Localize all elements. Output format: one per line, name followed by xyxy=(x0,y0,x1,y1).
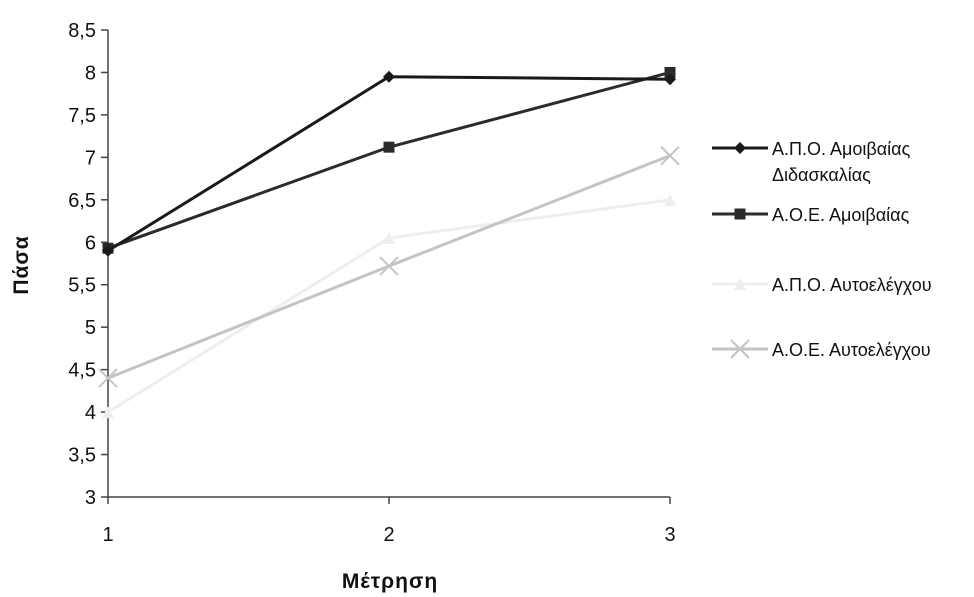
square-marker xyxy=(383,141,395,153)
axes: 3 3,5 4 4,5 5 5,5 6 6,5 7 7,5 8 8,5 1 2 3 xyxy=(68,20,675,546)
y-tick-label: 3 xyxy=(85,487,96,509)
legend-item-1: Α.Π.Ο. Αμοιβαίας Διδασκαλίας xyxy=(712,139,911,185)
triangle-marker xyxy=(383,232,395,245)
x-tick-label: 3 xyxy=(664,524,675,546)
triangle-marker xyxy=(734,278,746,290)
triangle-marker xyxy=(102,406,114,419)
y-tick-label: 5 xyxy=(85,317,96,339)
square-marker xyxy=(734,208,746,220)
series-3-line xyxy=(107,198,671,414)
y-tick-label: 3,5 xyxy=(68,445,96,467)
triangle-marker xyxy=(664,193,676,206)
x-marker xyxy=(379,256,399,276)
series-2-line xyxy=(107,71,671,250)
x-tick-label: 1 xyxy=(102,524,113,546)
y-axis-title: Πάσα xyxy=(10,235,33,294)
x-axis-title: Μέτρηση xyxy=(342,570,438,593)
legend-label: Διδασκαλίας xyxy=(772,165,871,185)
legend-item-2: Α.Ο.Ε. Αμοιβαίας xyxy=(712,205,910,225)
y-ticks: 3 3,5 4 4,5 5 5,5 6 6,5 7 7,5 8 8,5 xyxy=(68,20,108,509)
series-1 xyxy=(102,70,676,257)
legend-label: Α.Π.Ο. Αμοιβαίας xyxy=(772,139,911,159)
legend-item-3: Α.Π.Ο. Αυτοελέγχου xyxy=(712,275,932,295)
series-3 xyxy=(102,193,676,419)
series-2 xyxy=(102,66,676,254)
legend-item-4: Α.Ο.Ε. Αυτοελέγχου xyxy=(712,339,931,360)
y-tick-label: 7,5 xyxy=(68,105,96,127)
x-marker xyxy=(98,368,118,388)
x-marker xyxy=(730,339,750,359)
x-marker xyxy=(660,145,680,166)
legend-label: Α.Ο.Ε. Αμοιβαίας xyxy=(772,205,910,225)
diamond-marker xyxy=(102,244,114,257)
y-tick-label: 4,5 xyxy=(68,360,96,382)
y-tick-label: 8,5 xyxy=(68,20,96,42)
diamond-marker xyxy=(664,73,676,86)
legend-label: Α.Ο.Ε. Αυτοελέγχου xyxy=(772,340,931,360)
y-tick-label: 4 xyxy=(85,402,96,424)
diamond-marker xyxy=(734,142,746,154)
x-ticks: 1 2 3 xyxy=(102,497,676,546)
series-layer xyxy=(98,66,680,419)
y-tick-label: 6,5 xyxy=(68,190,96,212)
y-tick-label: 6 xyxy=(85,232,96,254)
legend-label: Α.Π.Ο. Αυτοελέγχου xyxy=(772,275,932,295)
series-4 xyxy=(98,145,680,388)
legend: Α.Π.Ο. Αμοιβαίας Διδασκαλίας Α.Ο.Ε. Αμοιβα… xyxy=(712,139,932,360)
series-1-line xyxy=(107,75,671,253)
square-marker xyxy=(664,66,676,78)
y-tick-label: 8 xyxy=(85,62,96,84)
y-tick-label: 5,5 xyxy=(68,275,96,297)
y-tick-label: 7 xyxy=(85,147,96,169)
x-tick-label: 2 xyxy=(383,524,394,546)
diamond-marker xyxy=(383,70,395,83)
